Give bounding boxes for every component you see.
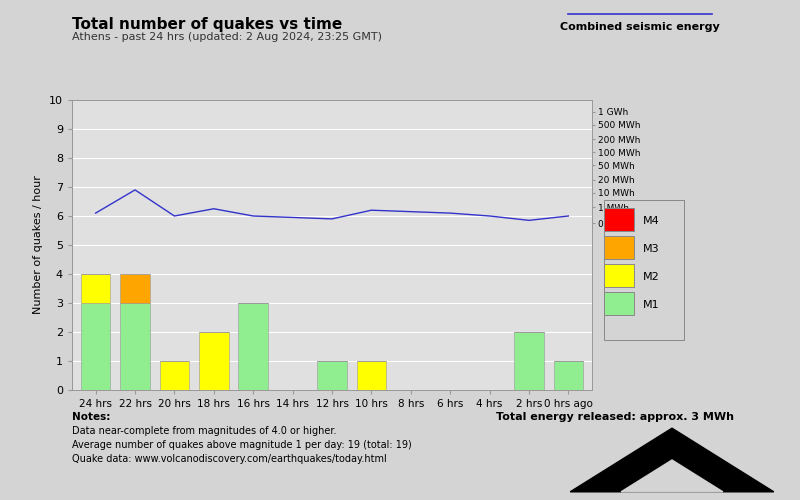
FancyBboxPatch shape: [604, 208, 634, 231]
Bar: [120, 303, 150, 390]
Bar: [357, 361, 386, 390]
Text: M4: M4: [642, 216, 659, 226]
Bar: [318, 361, 346, 390]
Bar: [238, 303, 268, 390]
FancyBboxPatch shape: [604, 236, 634, 259]
Bar: [514, 332, 544, 390]
Text: M1: M1: [642, 300, 659, 310]
Text: M3: M3: [642, 244, 659, 254]
Text: Combined seismic energy: Combined seismic energy: [560, 22, 720, 32]
Text: Total energy released: approx. 3 MWh: Total energy released: approx. 3 MWh: [496, 412, 734, 422]
Text: Data near-complete from magnitudes of 4.0 or higher.: Data near-complete from magnitudes of 4.…: [72, 426, 337, 436]
Bar: [81, 303, 110, 390]
Text: Notes:: Notes:: [72, 412, 110, 422]
Text: Athens - past 24 hrs (updated: 2 Aug 2024, 23:25 GMT): Athens - past 24 hrs (updated: 2 Aug 202…: [72, 32, 382, 42]
FancyBboxPatch shape: [604, 292, 634, 315]
Bar: [81, 274, 110, 303]
Text: Average number of quakes above magnitude 1 per day: 19 (total: 19): Average number of quakes above magnitude…: [72, 440, 412, 450]
Bar: [160, 361, 189, 390]
Bar: [120, 274, 150, 303]
Text: M2: M2: [642, 272, 659, 282]
Text: Total number of quakes vs time: Total number of quakes vs time: [72, 18, 342, 32]
Bar: [199, 332, 229, 390]
FancyBboxPatch shape: [604, 264, 634, 287]
Y-axis label: Number of quakes / hour: Number of quakes / hour: [34, 176, 43, 314]
Polygon shape: [621, 460, 723, 492]
Bar: [554, 361, 583, 390]
Polygon shape: [570, 428, 774, 492]
Text: Quake data: www.volcanodiscovery.com/earthquakes/today.html: Quake data: www.volcanodiscovery.com/ear…: [72, 454, 386, 464]
